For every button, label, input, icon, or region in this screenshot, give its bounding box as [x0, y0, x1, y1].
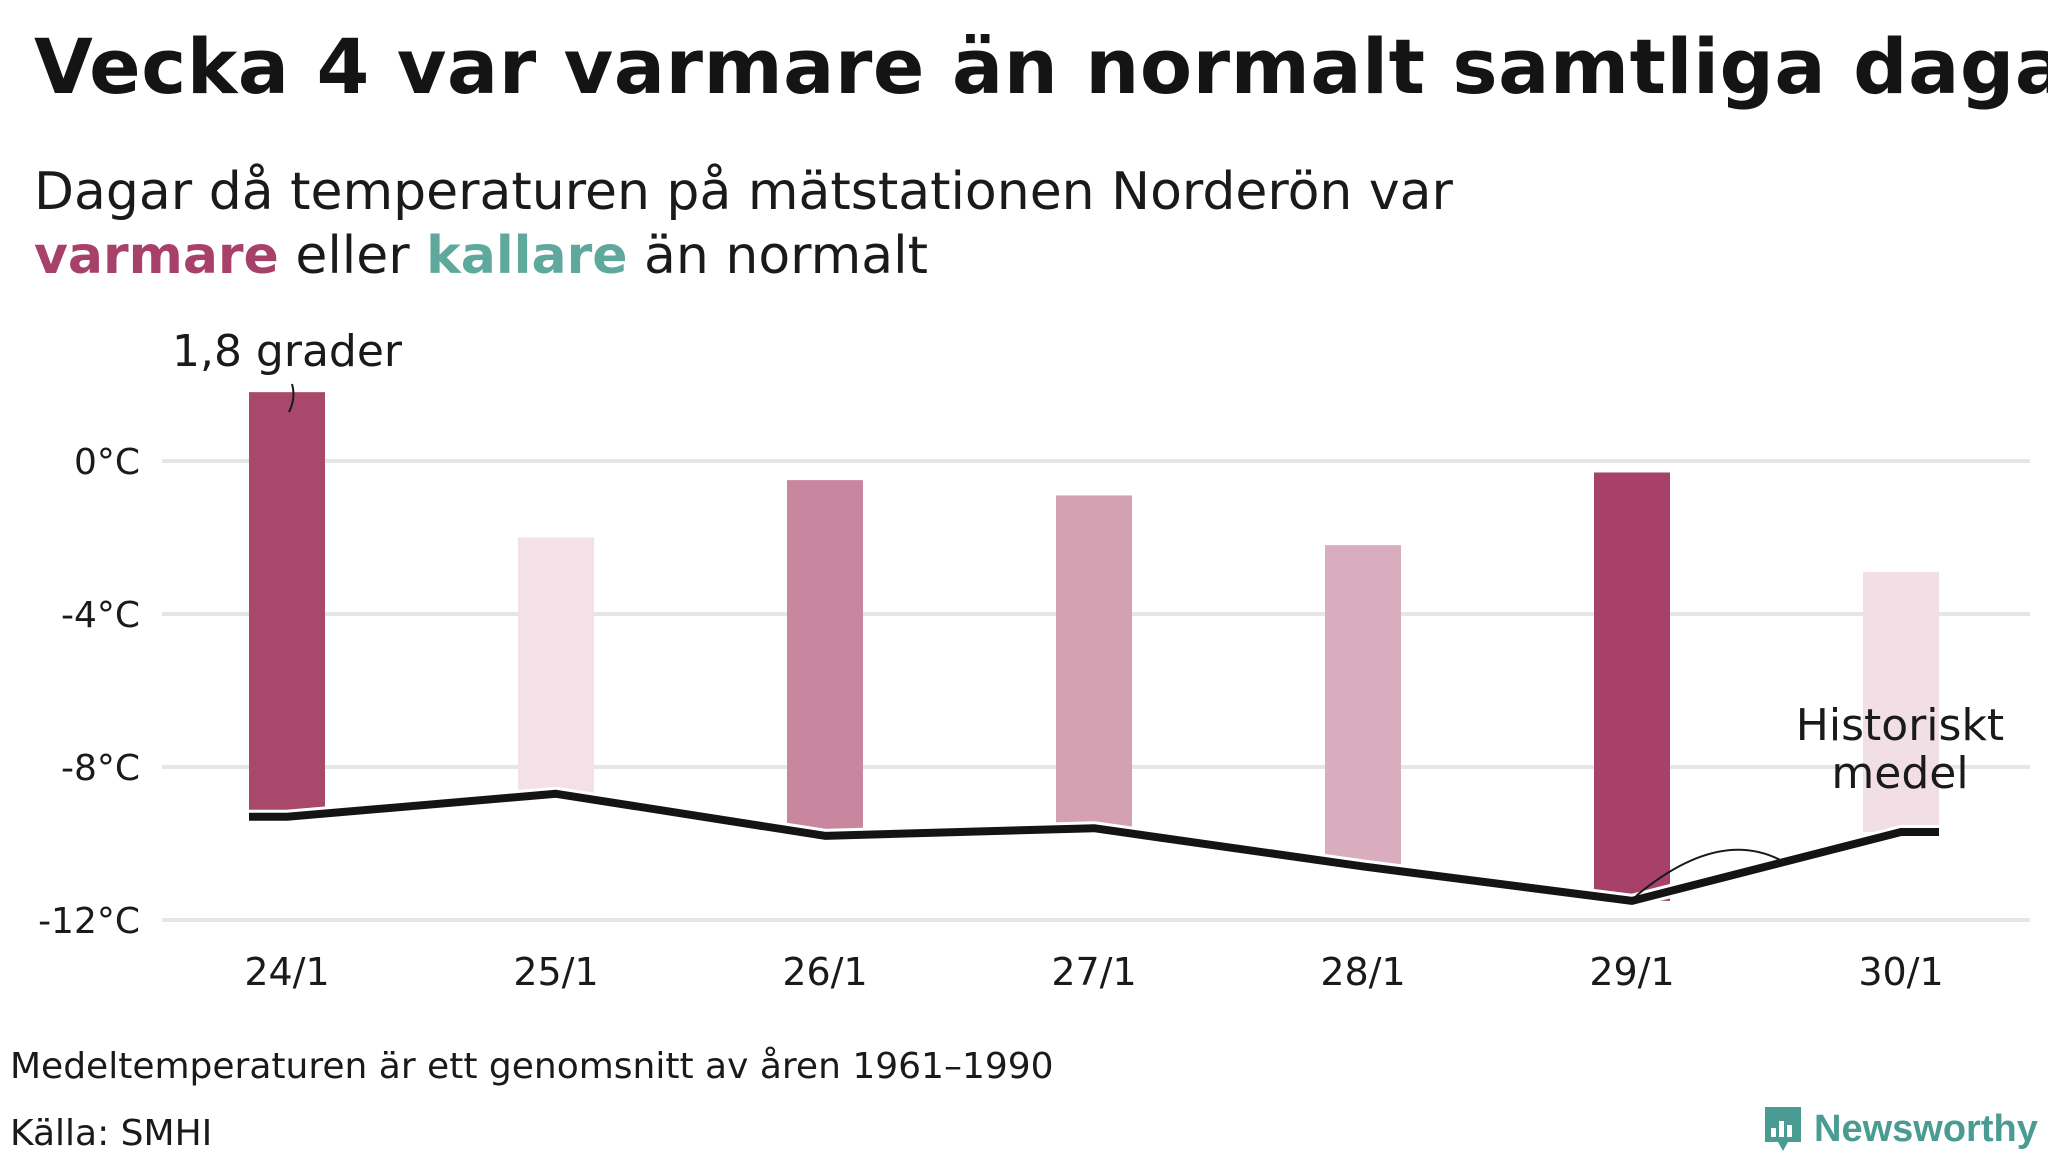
- subtitle-cold-word: kallare: [426, 226, 628, 286]
- x-tick-label: 26/1: [782, 950, 867, 994]
- temperature-bar: [249, 392, 325, 817]
- newsworthy-logo: Newsworthy: [1762, 1104, 2038, 1154]
- subtitle-tail: än normalt: [644, 226, 928, 286]
- top-bar-annotation: 1,8 grader: [172, 326, 403, 377]
- temperature-bar: [1863, 571, 1939, 833]
- x-axis: 24/1 25/1 26/1 27/1 28/1 29/1 30/1: [244, 950, 1943, 994]
- source-credit: Källa: SMHI: [10, 1113, 213, 1154]
- top-bar-annotation-pointer: [288, 383, 295, 413]
- y-axis: 0°C -4°C -8°C -12°C: [38, 442, 140, 942]
- y-tick-label: -8°C: [61, 748, 140, 789]
- x-tick-label: 30/1: [1858, 950, 1943, 994]
- chart-subtitle: Dagar då temperaturen på mätstationen No…: [34, 160, 1453, 288]
- mean-annotation-line2: medel: [1831, 748, 1968, 799]
- x-tick-label: 29/1: [1589, 950, 1674, 994]
- newsworthy-logo-icon: [1765, 1107, 1801, 1151]
- temperature-bar: [518, 537, 594, 794]
- y-tick-label: 0°C: [74, 442, 140, 483]
- mean-line: [249, 789, 1939, 905]
- chart-title: Vecka 4 var varmare än normalt samtliga …: [34, 22, 2048, 111]
- newsworthy-logo-text: Newsworthy: [1814, 1107, 2038, 1150]
- x-tick-label: 28/1: [1320, 950, 1405, 994]
- x-tick-label: 25/1: [513, 950, 598, 994]
- temperature-bar: [787, 480, 863, 836]
- subtitle-line1: Dagar då temperaturen på mätstationen No…: [34, 162, 1453, 222]
- y-tick-label: -12°C: [38, 901, 140, 942]
- mean-annotation-pointer: [1635, 848, 1785, 897]
- temperature-bar: [1594, 472, 1670, 901]
- x-tick-label: 27/1: [1051, 950, 1136, 994]
- footnote: Medeltemperaturen är ett genomsnitt av å…: [10, 1046, 1054, 1087]
- temperature-bar: [1056, 495, 1132, 829]
- subtitle-or-word: eller: [295, 226, 410, 286]
- subtitle-warm-word: varmare: [34, 226, 279, 286]
- x-tick-label: 24/1: [244, 950, 329, 994]
- historical-mean-line: [249, 786, 1939, 908]
- y-tick-label: -4°C: [61, 595, 140, 636]
- mean-annotation-line1: Historiskt: [1796, 700, 2004, 751]
- temperature-bar: [1325, 545, 1401, 867]
- temperature-bars: [249, 392, 1939, 901]
